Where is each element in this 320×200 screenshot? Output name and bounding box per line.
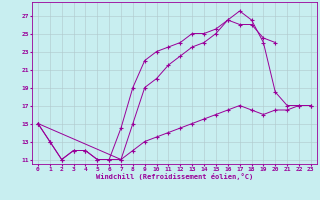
X-axis label: Windchill (Refroidissement éolien,°C): Windchill (Refroidissement éolien,°C) bbox=[96, 173, 253, 180]
